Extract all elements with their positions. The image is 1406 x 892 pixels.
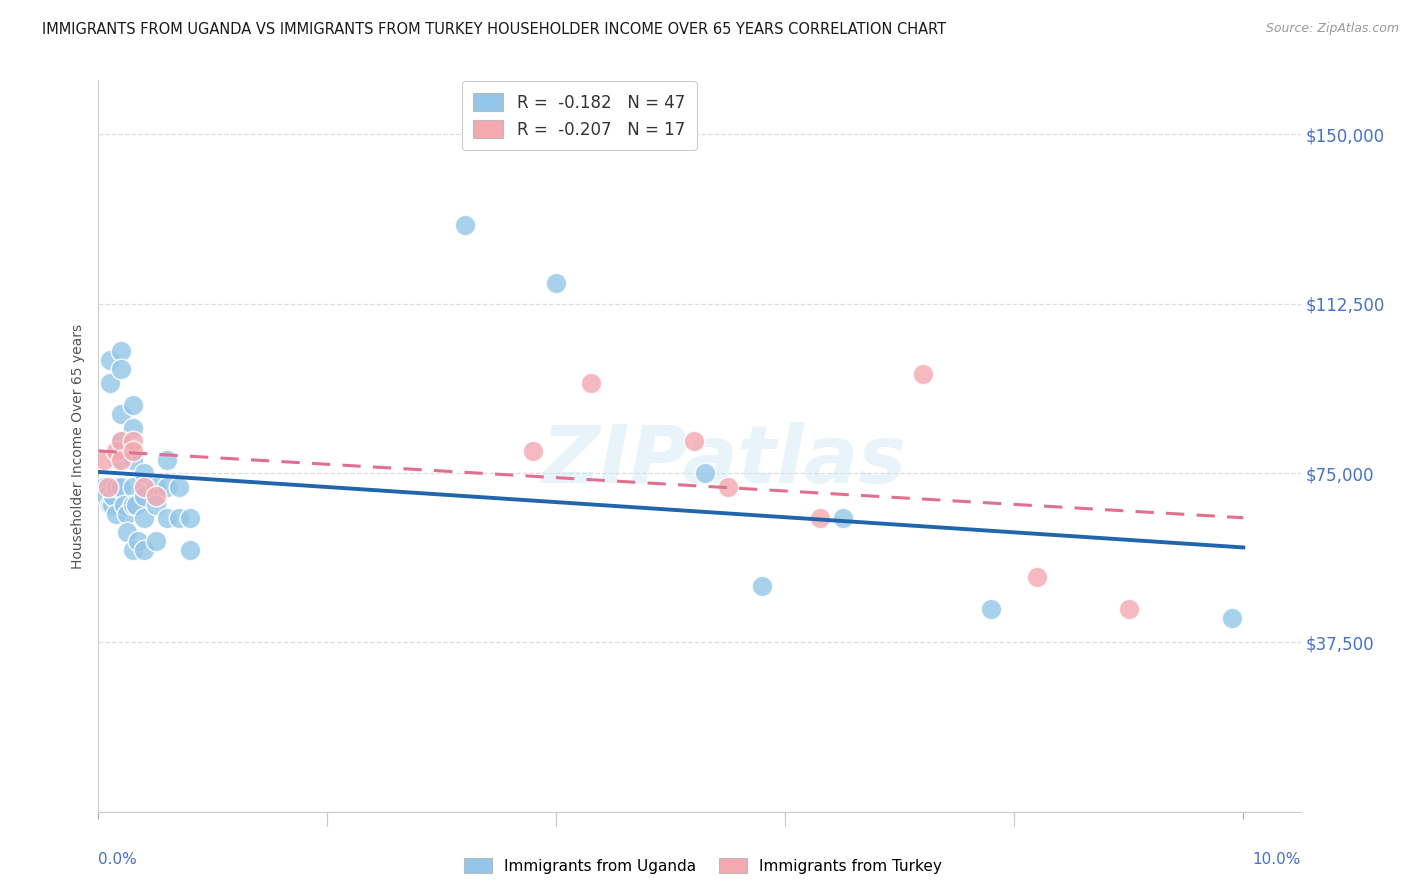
Point <box>107 452 129 467</box>
Point <box>121 452 143 467</box>
Point <box>751 579 773 593</box>
Point <box>145 498 167 512</box>
Point <box>1220 610 1243 624</box>
Point <box>121 398 143 412</box>
Point <box>911 367 934 381</box>
Point <box>808 511 831 525</box>
Point <box>115 524 138 539</box>
Point <box>167 511 190 525</box>
Point <box>454 218 477 232</box>
Y-axis label: Householder Income Over 65 years: Householder Income Over 65 years <box>72 324 86 568</box>
Text: ZIPatlas: ZIPatlas <box>541 422 905 500</box>
Point <box>110 452 132 467</box>
Point <box>156 511 179 525</box>
Point <box>682 434 704 449</box>
Point <box>980 601 1002 615</box>
Point <box>134 511 156 525</box>
Point <box>104 480 127 494</box>
Point <box>156 480 179 494</box>
Point <box>579 376 602 390</box>
Point <box>101 498 124 512</box>
Point <box>110 480 132 494</box>
Point <box>179 511 201 525</box>
Point <box>121 443 143 458</box>
Point <box>93 452 115 467</box>
Point <box>134 542 156 557</box>
Point <box>128 533 150 548</box>
Point <box>121 498 143 512</box>
Text: 10.0%: 10.0% <box>1253 852 1301 867</box>
Point <box>96 489 118 503</box>
Point <box>121 434 143 449</box>
Point <box>110 434 132 449</box>
Point <box>134 480 156 494</box>
Point <box>98 376 121 390</box>
Point <box>145 480 167 494</box>
Point <box>97 480 120 494</box>
Point <box>98 353 121 368</box>
Point <box>121 542 143 557</box>
Point <box>134 466 156 480</box>
Point <box>546 277 568 291</box>
Text: IMMIGRANTS FROM UGANDA VS IMMIGRANTS FROM TURKEY HOUSEHOLDER INCOME OVER 65 YEAR: IMMIGRANTS FROM UGANDA VS IMMIGRANTS FRO… <box>42 22 946 37</box>
Point <box>121 421 143 435</box>
Legend: R =  -0.182   N = 47, R =  -0.207   N = 17: R = -0.182 N = 47, R = -0.207 N = 17 <box>461 81 697 150</box>
Point <box>115 507 138 521</box>
Point <box>110 408 132 422</box>
Point <box>145 489 167 503</box>
Point <box>103 489 125 503</box>
Point <box>98 498 121 512</box>
Point <box>145 533 167 548</box>
Point <box>110 362 132 376</box>
Point <box>121 480 143 494</box>
Point <box>179 542 201 557</box>
Point <box>522 443 544 458</box>
Point <box>1026 570 1049 584</box>
Point <box>134 489 156 503</box>
Text: 0.0%: 0.0% <box>98 852 138 867</box>
Point <box>156 452 179 467</box>
Point <box>110 344 132 359</box>
Point <box>695 466 717 480</box>
Point <box>110 434 132 449</box>
Point <box>717 480 740 494</box>
Text: Source: ZipAtlas.com: Source: ZipAtlas.com <box>1265 22 1399 36</box>
Point <box>104 443 127 458</box>
Point <box>1118 601 1140 615</box>
Point <box>831 511 853 525</box>
Legend: Immigrants from Uganda, Immigrants from Turkey: Immigrants from Uganda, Immigrants from … <box>458 852 948 880</box>
Point <box>112 498 135 512</box>
Point <box>167 480 190 494</box>
Point <box>104 507 127 521</box>
Point <box>125 498 148 512</box>
Point <box>93 480 115 494</box>
